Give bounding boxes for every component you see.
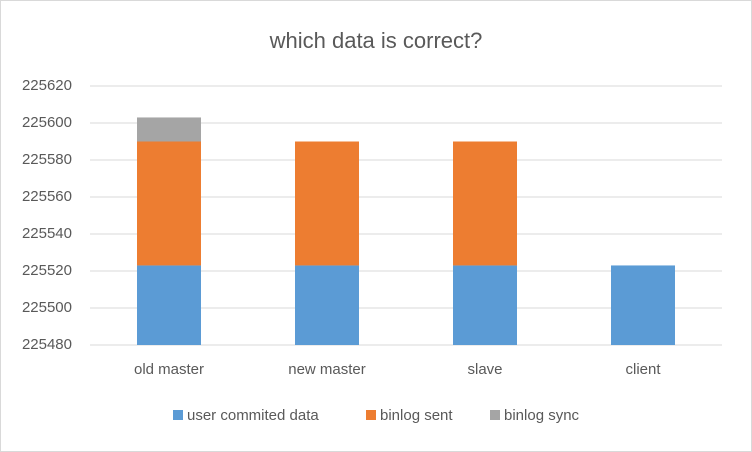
bar-segment <box>453 265 517 345</box>
bar-segment <box>453 141 517 266</box>
legend-swatch <box>490 410 500 420</box>
legend-label: user commited data <box>187 407 319 424</box>
bar-segment <box>137 117 201 142</box>
legend-label: binlog sync <box>504 407 580 424</box>
x-tick-label: slave <box>467 361 502 378</box>
legend-label: binlog sent <box>380 407 453 424</box>
y-tick-label: 225500 <box>22 299 72 316</box>
y-tick-label: 225520 <box>22 262 72 279</box>
bar-segment <box>295 265 359 345</box>
legend-swatch <box>173 410 183 420</box>
bar-segment <box>295 141 359 266</box>
y-tick-label: 225480 <box>22 336 72 353</box>
chart-title: which data is correct? <box>269 28 483 53</box>
x-tick-label: new master <box>288 361 366 378</box>
x-tick-label: client <box>625 361 661 378</box>
y-tick-label: 225560 <box>22 188 72 205</box>
bar-segment <box>137 265 201 345</box>
y-tick-label: 225580 <box>22 151 72 168</box>
bar-segment <box>137 141 201 266</box>
x-tick-label: old master <box>134 361 204 378</box>
y-tick-label: 225620 <box>22 77 72 94</box>
y-tick-label: 225600 <box>22 114 72 131</box>
y-tick-label: 225540 <box>22 225 72 242</box>
bar-segment <box>611 265 675 345</box>
legend-swatch <box>366 410 376 420</box>
